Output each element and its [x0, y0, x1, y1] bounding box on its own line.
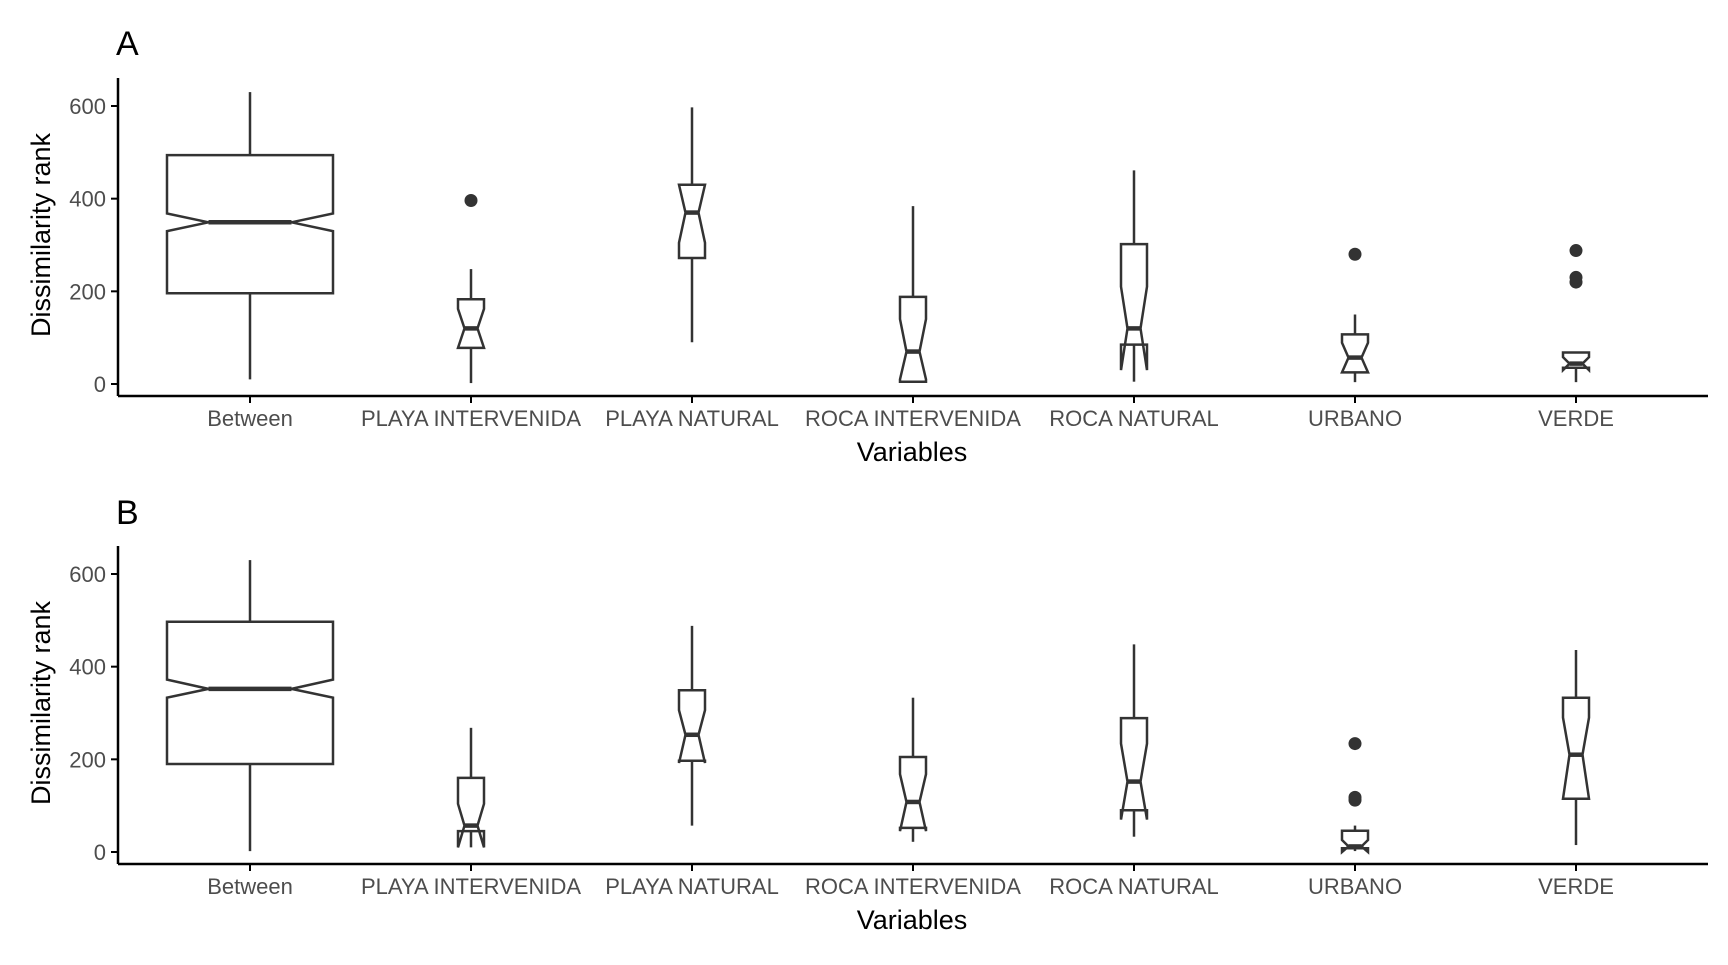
- notched-box: [456, 297, 486, 350]
- x-tick-label: PLAYA INTERVENIDA: [361, 874, 581, 899]
- notched-box: [165, 620, 335, 766]
- box-verde: [1561, 649, 1591, 846]
- y-tick-label: 200: [69, 279, 106, 304]
- notched-box: [898, 755, 928, 832]
- panel-b-x-axis-title: Variables: [857, 905, 968, 935]
- box-roca-natural: [1119, 170, 1149, 382]
- notched-box: [677, 689, 707, 764]
- notched-box: [677, 183, 707, 260]
- x-tick-label: PLAYA INTERVENIDA: [361, 406, 581, 431]
- box-playa-intervenida: [456, 194, 486, 384]
- outlier-point: [1569, 270, 1583, 284]
- box-between: [165, 92, 335, 380]
- box-urbano: [1340, 247, 1370, 383]
- panel-a-x-axis-title: Variables: [857, 437, 968, 467]
- panel-a: A Variables Dissimilarity rank 0 200 400 60…: [26, 25, 1708, 467]
- notched-box: [456, 776, 486, 848]
- y-tick-label: 600: [69, 94, 106, 119]
- notched-box: [898, 295, 928, 383]
- panel-b-y-axis-title: Dissimilarity rank: [26, 600, 56, 805]
- x-tick-label: URBANO: [1308, 874, 1402, 899]
- box-roca-intervenida: [898, 206, 928, 383]
- panel-b-tag: B: [116, 494, 139, 532]
- y-tick-label: 600: [69, 562, 106, 587]
- y-tick-label: 400: [69, 655, 106, 680]
- box-playa-natural: [677, 625, 707, 826]
- notched-box: [1340, 829, 1370, 855]
- notched-box: [1561, 351, 1591, 374]
- x-tick-label: URBANO: [1308, 406, 1402, 431]
- y-tick-label: 0: [94, 372, 106, 397]
- outlier-point: [1348, 737, 1362, 751]
- outlier-point: [1569, 244, 1583, 258]
- x-tick-label: PLAYA NATURAL: [605, 406, 779, 431]
- x-tick-label: VERDE: [1538, 406, 1614, 431]
- panel-b: B Variables Dissimilarity rank 0 200 400 60…: [26, 494, 1708, 935]
- box-playa-intervenida: [456, 727, 486, 848]
- notched-box: [1561, 696, 1591, 800]
- notched-box: [1119, 716, 1149, 820]
- x-tick-label: VERDE: [1538, 874, 1614, 899]
- box-roca-natural: [1119, 644, 1149, 837]
- box-roca-intervenida: [898, 697, 928, 842]
- box-playa-natural: [677, 107, 707, 343]
- notched-box: [1340, 333, 1370, 374]
- x-tick-label: Between: [207, 406, 293, 431]
- y-tick-label: 0: [94, 840, 106, 865]
- panel-a-y-axis-title: Dissimilarity rank: [26, 132, 56, 337]
- x-tick-label: ROCA NATURAL: [1049, 874, 1219, 899]
- x-tick-label: ROCA INTERVENIDA: [805, 874, 1021, 899]
- x-tick-label: PLAYA NATURAL: [605, 874, 779, 899]
- box-between: [165, 560, 335, 852]
- x-tick-label: ROCA INTERVENIDA: [805, 406, 1021, 431]
- box-urbano: [1340, 737, 1370, 855]
- x-tick-label: ROCA NATURAL: [1049, 406, 1219, 431]
- notched-box: [1119, 242, 1149, 371]
- y-tick-label: 400: [69, 187, 106, 212]
- y-tick-label: 200: [69, 747, 106, 772]
- outlier-point: [464, 194, 478, 208]
- box-verde: [1561, 244, 1591, 383]
- outlier-point: [1348, 790, 1362, 804]
- x-tick-label: Between: [207, 874, 293, 899]
- panel-a-tag: A: [116, 25, 139, 63]
- outlier-point: [1348, 247, 1362, 261]
